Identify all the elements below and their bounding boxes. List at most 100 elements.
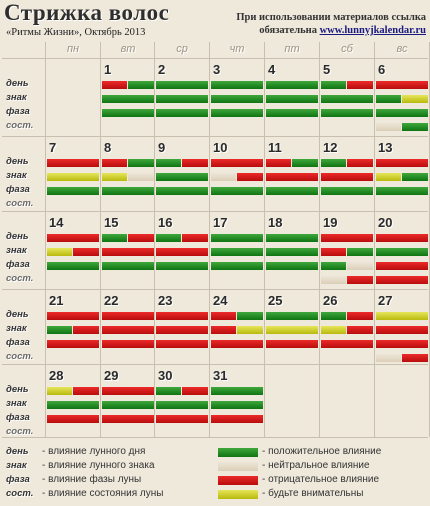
influence-bar	[376, 173, 428, 181]
influence-bar	[156, 109, 208, 117]
influence-bar	[266, 234, 318, 242]
influence-bar	[102, 312, 154, 320]
day-number: 2	[158, 62, 166, 77]
bar-segment	[376, 312, 428, 320]
bar-segment	[321, 340, 373, 348]
influence-bar	[376, 81, 428, 89]
influence-bar	[102, 173, 154, 181]
influence-bar	[47, 312, 99, 320]
bar-segment	[156, 187, 208, 195]
day-number: 10	[213, 140, 228, 155]
influence-bar	[376, 234, 428, 242]
influence-bar	[211, 387, 263, 395]
day-number: 22	[104, 293, 119, 308]
bar-segment	[266, 187, 318, 195]
row-label-0: день	[6, 231, 29, 242]
influence-bar	[266, 81, 318, 89]
bar-segment	[156, 95, 208, 103]
bar-segment	[47, 173, 99, 181]
bar-segment	[376, 173, 401, 181]
influence-bar	[102, 401, 154, 409]
bar-segment	[211, 95, 263, 103]
bar-segment	[266, 234, 318, 242]
legend-tag: знак	[6, 460, 27, 471]
bar-segment	[376, 159, 428, 167]
influence-bar	[321, 276, 373, 284]
day-number: 24	[213, 293, 228, 308]
bar-segment	[266, 109, 318, 117]
influence-bar	[266, 109, 318, 117]
day-number: 25	[268, 293, 283, 308]
weekday-header: сб	[341, 43, 353, 55]
influence-bar	[47, 340, 99, 348]
row-label-1: знак	[6, 92, 27, 103]
legend-swatch	[218, 462, 258, 471]
influence-bar	[102, 340, 154, 348]
day-number: 21	[49, 293, 64, 308]
bar-segment	[237, 173, 263, 181]
influence-bar	[321, 159, 373, 167]
bar-segment	[321, 262, 346, 270]
influence-bar	[102, 95, 154, 103]
row-label-2: фаза	[6, 184, 30, 195]
bar-segment	[376, 123, 401, 131]
legend-tag: фаза	[6, 474, 30, 485]
influence-bar	[211, 173, 263, 181]
influence-bar	[376, 109, 428, 117]
influence-bar	[376, 95, 428, 103]
legend-key-text: - положительное влияние	[262, 446, 382, 457]
weekday-header: вс	[396, 43, 408, 55]
day-number: 7	[49, 140, 57, 155]
influence-bar	[266, 159, 318, 167]
legend-description: - влияние состояния луны	[42, 488, 164, 499]
influence-bar	[47, 387, 99, 395]
day-number: 20	[378, 215, 393, 230]
influence-bar	[321, 234, 373, 242]
influence-bar	[321, 95, 373, 103]
row-label-3: сост.	[6, 351, 34, 362]
site-link[interactable]: www.lunnyjkalendar.ru	[319, 25, 426, 36]
influence-bar	[376, 123, 428, 131]
influence-bar	[156, 173, 208, 181]
influence-bar	[211, 401, 263, 409]
day-number: 11	[268, 140, 282, 155]
influence-bar	[47, 159, 99, 167]
row-label-3: сост.	[6, 273, 34, 284]
day-number: 23	[158, 293, 173, 308]
bar-segment	[321, 326, 346, 334]
bar-segment	[102, 187, 154, 195]
bar-segment	[47, 326, 72, 334]
week-separator	[2, 289, 428, 290]
bar-segment	[266, 95, 318, 103]
row-label-3: сост.	[6, 198, 34, 209]
day-number: 16	[158, 215, 173, 230]
influence-bar	[321, 248, 373, 256]
bar-segment	[182, 387, 208, 395]
bar-segment	[321, 159, 346, 167]
bar-segment	[211, 159, 263, 167]
influence-bar	[102, 234, 154, 242]
notice-prefix: обязательна	[259, 25, 320, 36]
influence-bar	[102, 326, 154, 334]
influence-bar	[211, 187, 263, 195]
bar-segment	[102, 262, 154, 270]
day-number: 8	[104, 140, 112, 155]
influence-bar	[156, 81, 208, 89]
legend-description: - влияние фазы луны	[42, 474, 142, 485]
bar-segment	[266, 173, 318, 181]
bar-segment	[128, 173, 154, 181]
bar-segment	[347, 326, 373, 334]
bar-segment	[321, 187, 373, 195]
bar-segment	[211, 109, 263, 117]
column-separator	[374, 42, 375, 437]
row-label-1: знак	[6, 170, 27, 181]
bar-segment	[47, 340, 99, 348]
influence-bar	[376, 276, 428, 284]
bar-segment	[47, 401, 99, 409]
day-number: 31	[213, 368, 228, 383]
column-separator	[319, 42, 320, 437]
week-separator	[2, 437, 428, 438]
row-label-2: фаза	[6, 412, 30, 423]
week-separator	[2, 211, 428, 212]
influence-bar	[156, 248, 208, 256]
